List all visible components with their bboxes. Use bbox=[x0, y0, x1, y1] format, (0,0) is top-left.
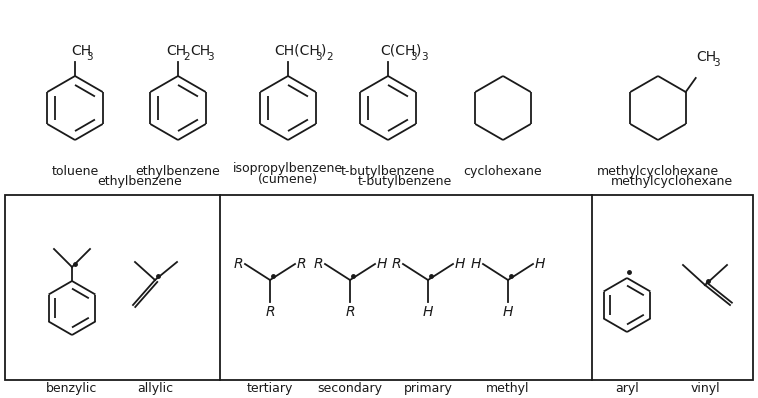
Text: C(CH: C(CH bbox=[380, 44, 415, 58]
Bar bbox=[5, 195, 753, 380]
Text: ethylbenzene: ethylbenzene bbox=[136, 165, 221, 178]
Text: 2: 2 bbox=[326, 52, 333, 62]
Text: primary: primary bbox=[403, 382, 453, 395]
Text: 3: 3 bbox=[421, 52, 428, 62]
Text: H: H bbox=[423, 305, 433, 319]
Text: ): ) bbox=[321, 44, 327, 58]
Text: secondary: secondary bbox=[318, 382, 383, 395]
Text: R: R bbox=[297, 257, 307, 271]
Text: allylic: allylic bbox=[137, 382, 173, 395]
Text: t-butylbenzene: t-butylbenzene bbox=[341, 165, 435, 178]
Text: toluene: toluene bbox=[52, 165, 99, 178]
Text: H: H bbox=[535, 257, 545, 271]
Text: CH: CH bbox=[71, 44, 91, 58]
Text: cyclohexane: cyclohexane bbox=[464, 165, 542, 178]
Text: R: R bbox=[233, 257, 243, 271]
Text: tertiary: tertiary bbox=[247, 382, 293, 395]
Text: 3: 3 bbox=[713, 58, 719, 68]
Text: aryl: aryl bbox=[615, 382, 639, 395]
Text: R: R bbox=[345, 305, 355, 319]
Text: R: R bbox=[391, 257, 401, 271]
Text: CH: CH bbox=[166, 44, 186, 58]
Text: CH: CH bbox=[190, 44, 210, 58]
Text: (cumene): (cumene) bbox=[258, 173, 318, 186]
Text: ethylbenzene: ethylbenzene bbox=[98, 175, 183, 188]
Text: CH: CH bbox=[697, 50, 717, 64]
Text: CH(CH: CH(CH bbox=[274, 44, 320, 58]
Text: 3: 3 bbox=[315, 52, 321, 62]
Text: R: R bbox=[313, 257, 323, 271]
Text: 3: 3 bbox=[207, 52, 214, 62]
Text: methylcyclohexane: methylcyclohexane bbox=[597, 165, 719, 178]
Text: ): ) bbox=[416, 44, 421, 58]
Text: H: H bbox=[503, 305, 513, 319]
Text: 2: 2 bbox=[183, 52, 190, 62]
Text: 3: 3 bbox=[86, 52, 92, 62]
Text: methylcyclohexane: methylcyclohexane bbox=[611, 175, 733, 188]
Text: 3: 3 bbox=[410, 52, 417, 62]
Text: isopropylbenzene: isopropylbenzene bbox=[233, 162, 343, 175]
Text: benzylic: benzylic bbox=[46, 382, 98, 395]
Text: H: H bbox=[455, 257, 465, 271]
Text: methyl: methyl bbox=[486, 382, 530, 395]
Text: H: H bbox=[377, 257, 387, 271]
Text: R: R bbox=[265, 305, 275, 319]
Text: t-butylbenzene: t-butylbenzene bbox=[358, 175, 452, 188]
Text: vinyl: vinyl bbox=[691, 382, 720, 395]
Text: H: H bbox=[471, 257, 481, 271]
